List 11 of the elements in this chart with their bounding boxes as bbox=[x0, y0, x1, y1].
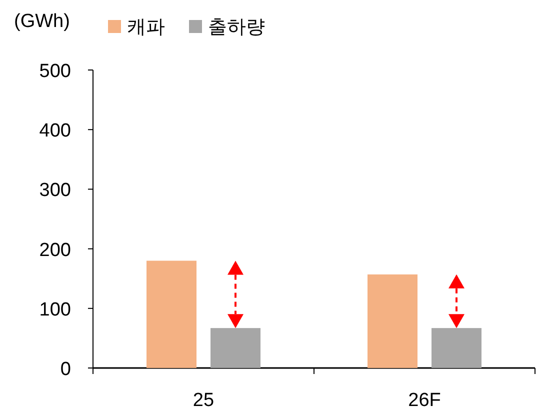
y-tick-label: 100 bbox=[39, 299, 71, 320]
x-tick-label: 25 bbox=[192, 390, 214, 411]
y-tick-label: 400 bbox=[39, 120, 71, 142]
y-axis-title: (GWh) bbox=[14, 11, 70, 32]
y-tick-label: 300 bbox=[39, 180, 71, 202]
legend-label: 캐파 bbox=[127, 17, 165, 38]
legend-label: 출하량 bbox=[208, 17, 265, 38]
y-tick-label: 200 bbox=[39, 240, 71, 261]
y-tick-label: 0 bbox=[60, 359, 71, 380]
y-tick-label: 500 bbox=[39, 61, 71, 82]
x-tick-label: 26F bbox=[408, 390, 441, 411]
